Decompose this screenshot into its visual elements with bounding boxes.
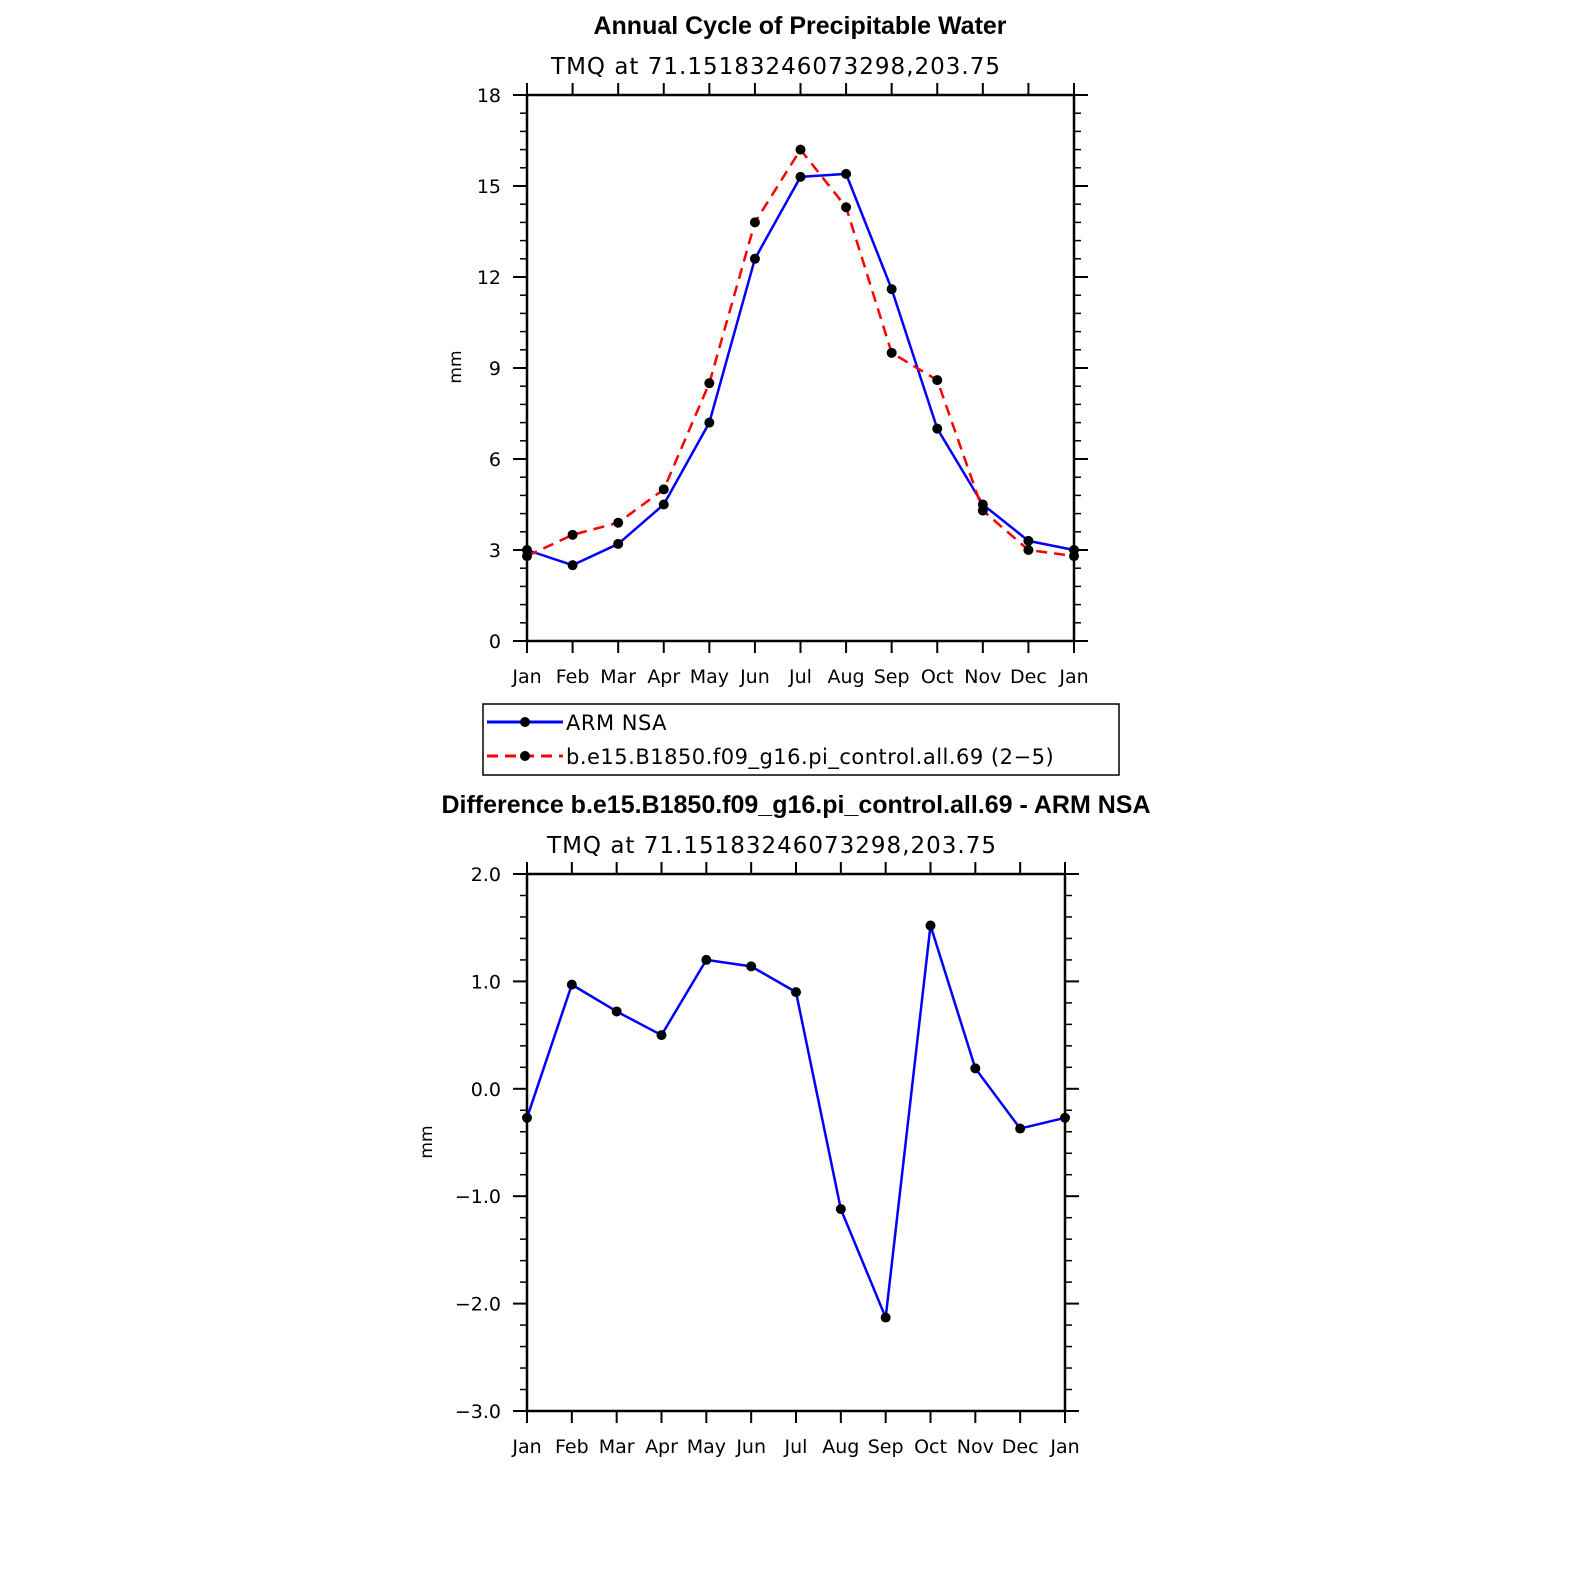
chart2-ytick-label: −3.0 [455, 1401, 501, 1423]
chart1-series-1-point [613, 517, 624, 528]
chart1-series-1-point [658, 484, 669, 495]
chart1-series-1-point [567, 529, 578, 540]
chart2-xtick-label: Aug [822, 1436, 859, 1458]
chart2-plot: Jan Feb Mar Apr May Jun Jul Aug Sep Oct Nov Dec Jan−… [455, 862, 1080, 1458]
chart2-xtick-label: Jun [735, 1436, 766, 1458]
chart2-frame [525, 872, 1067, 1413]
chart1-xtick-label: Aug [828, 666, 865, 688]
chart2-xtick-label: Jan [511, 1436, 541, 1458]
chart2-xtick-label: May [687, 1436, 726, 1458]
chart1-xtick-label: Feb [556, 666, 590, 688]
chart2-series-0-point [1060, 1112, 1070, 1123]
chart1-series-1-point [932, 375, 943, 386]
chart2-series-0-point [880, 1312, 891, 1323]
chart2-series-0-point [746, 961, 757, 972]
chart1-series-1-point [1069, 551, 1079, 562]
chart2-series-0-point [611, 1006, 622, 1017]
legend-label-arm: ARM NSA [566, 711, 667, 735]
chart2-xtick-label: Apr [645, 1436, 678, 1458]
chart1-xtick-label: Dec [1010, 666, 1047, 688]
chart2-ytick-label: 0.0 [471, 1079, 501, 1101]
chart2-xtick-label: Oct [914, 1436, 947, 1458]
chart2-xtick-label: Mar [599, 1436, 635, 1458]
chart1-ytick-label: 12 [477, 267, 501, 289]
chart2-ytick-label: −2.0 [455, 1294, 501, 1316]
chart2-series-0-point [566, 979, 577, 990]
chart1-series-1-point [977, 505, 988, 516]
chart2-ylabel: mm [417, 1125, 437, 1158]
chart2-series-0-point [1015, 1123, 1026, 1134]
chart1-series-1-point [749, 217, 760, 228]
chart1-series-0-point [841, 168, 852, 179]
chart1-series-0-point [704, 417, 715, 428]
chart1-xtick-label: Nov [964, 666, 1001, 688]
chart1-series-0-line [526, 172, 1075, 567]
chart2-series-0-point [701, 954, 712, 965]
chart2-ytick-label: 1.0 [471, 971, 501, 993]
chart1-series-0-point [1023, 535, 1034, 546]
chart1-xtick-label: Mar [600, 666, 636, 688]
legend-box [482, 703, 1120, 776]
chart1-ytick-label: 3 [489, 540, 501, 562]
chart2-xtick-label: Sep [868, 1436, 904, 1458]
chart1-series-0-point [613, 538, 624, 549]
chart1-series-1-point [522, 551, 532, 562]
chart1-series-1-point [704, 378, 715, 389]
legend-label-model: b.e15.B1850.f09_g16.pi_control.all.69 (2… [566, 745, 1054, 770]
chart1-ylabel: mm [446, 350, 466, 383]
chart1-series-0-point [658, 499, 669, 510]
chart1-series-1-point [886, 347, 897, 358]
chart1-xtick-label: Oct [921, 666, 954, 688]
chart1-title: Annual Cycle of Precipitable Water [593, 12, 1006, 40]
chart2-series-0-point [791, 987, 801, 998]
chart1-series-1-point [1023, 545, 1034, 555]
chart2-series-0-point [925, 920, 936, 931]
chart1-series-1-point [795, 144, 806, 155]
chart1-ytick-label: 18 [477, 85, 501, 107]
chart2-series-0-point [970, 1063, 981, 1074]
chart2-xtick-label: Jul [784, 1436, 808, 1458]
chart2-xtick-label: Dec [1002, 1436, 1039, 1458]
chart2-xtick-label: Nov [957, 1436, 994, 1458]
legend-marker-arm [520, 717, 530, 727]
chart1-series-1-line [526, 148, 1075, 558]
chart1-xtick-label: Jul [788, 666, 812, 688]
chart1-ytick-label: 6 [489, 449, 501, 471]
chart2-series-0-point [835, 1204, 846, 1215]
chart2-subtitle: TMQ at 71.15183246073298,203.75 [546, 833, 997, 859]
chart1-xtick-label: Jan [511, 666, 541, 688]
chart1-xtick-label: Jun [739, 666, 770, 688]
chart2-ytick-label: −1.0 [455, 1186, 501, 1208]
chart1-xtick-label: Apr [647, 666, 680, 688]
chart1-series-0-point [932, 423, 943, 434]
chart1-series-1-point [841, 202, 852, 213]
chart2-title: Difference b.e15.B1850.f09_g16.pi_contro… [441, 791, 1150, 819]
chart2-xtick-label: Feb [555, 1436, 589, 1458]
chart1-xtick-label: Jan [1058, 666, 1088, 688]
chart1-legend: ARM NSA b.e15.B1850.f09_g16.pi_control.a… [482, 703, 1120, 776]
chart1-series-0-point [567, 560, 578, 571]
chart1-ytick-label: 9 [489, 358, 501, 380]
chart1-subtitle: TMQ at 71.15183246073298,203.75 [550, 54, 1001, 80]
chart1-ytick-label: 15 [477, 176, 501, 198]
chart1-ytick-label: 0 [489, 631, 501, 653]
chart2-ytick-label: 2.0 [471, 864, 501, 886]
chart2-series-0-point [522, 1112, 532, 1123]
legend-marker-model [520, 751, 530, 761]
chart2-xtick-label: Jan [1049, 1436, 1079, 1458]
chart1-xtick-label: May [690, 666, 729, 688]
chart2-series-0-line [525, 924, 1066, 1319]
chart1-plot: Jan Feb Mar Apr May Jun Jul Aug Sep Oct Nov Dec Jan 0… [477, 83, 1089, 688]
chart1-series-0-point [749, 253, 760, 264]
chart1-xtick-label: Sep [874, 666, 910, 688]
chart1-series-0-point [886, 284, 897, 295]
chart2-series-0-point [656, 1030, 667, 1041]
chart1-series-0-point [795, 171, 806, 182]
